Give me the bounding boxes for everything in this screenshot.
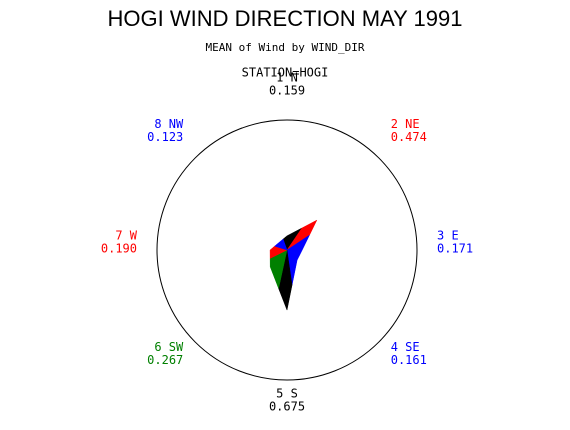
chart-subtitle: MEAN of Wind by WIND_DIR	[206, 41, 365, 54]
direction-label: 6 SW	[154, 340, 184, 354]
direction-label: 3 E	[437, 229, 459, 243]
value-label: 0.675	[269, 400, 305, 414]
chart-title: HOGI WIND DIRECTION MAY 1991	[108, 6, 463, 31]
value-label: 0.161	[391, 353, 427, 367]
value-label: 0.474	[391, 130, 427, 144]
direction-label: 7 W	[115, 229, 137, 243]
value-label: 0.267	[147, 353, 183, 367]
outer-circle	[156, 119, 418, 381]
direction-label: 8 NW	[154, 117, 184, 131]
direction-label: 2 NE	[391, 117, 420, 131]
value-label: 0.190	[101, 242, 137, 256]
group-label: STATION=HOGI	[242, 66, 329, 80]
value-label: 0.171	[437, 242, 473, 256]
direction-label: 1 N	[276, 71, 298, 85]
value-label: 0.123	[147, 130, 183, 144]
direction-label: 5 S	[276, 387, 298, 401]
value-label: 0.159	[269, 84, 305, 98]
direction-label: 4 SE	[391, 340, 420, 354]
star-segment	[274, 238, 288, 251]
